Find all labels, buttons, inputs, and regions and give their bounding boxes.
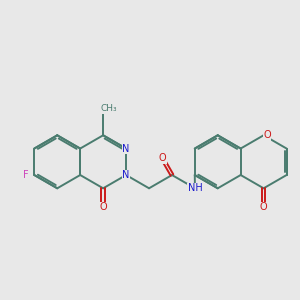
- Text: N: N: [122, 143, 130, 154]
- Text: O: O: [99, 202, 107, 212]
- Text: NH: NH: [188, 183, 202, 193]
- Text: F: F: [23, 170, 29, 180]
- Text: O: O: [263, 130, 271, 140]
- Text: N: N: [122, 170, 130, 180]
- Text: O: O: [260, 202, 267, 212]
- Text: O: O: [159, 154, 166, 164]
- Text: CH₃: CH₃: [100, 104, 117, 113]
